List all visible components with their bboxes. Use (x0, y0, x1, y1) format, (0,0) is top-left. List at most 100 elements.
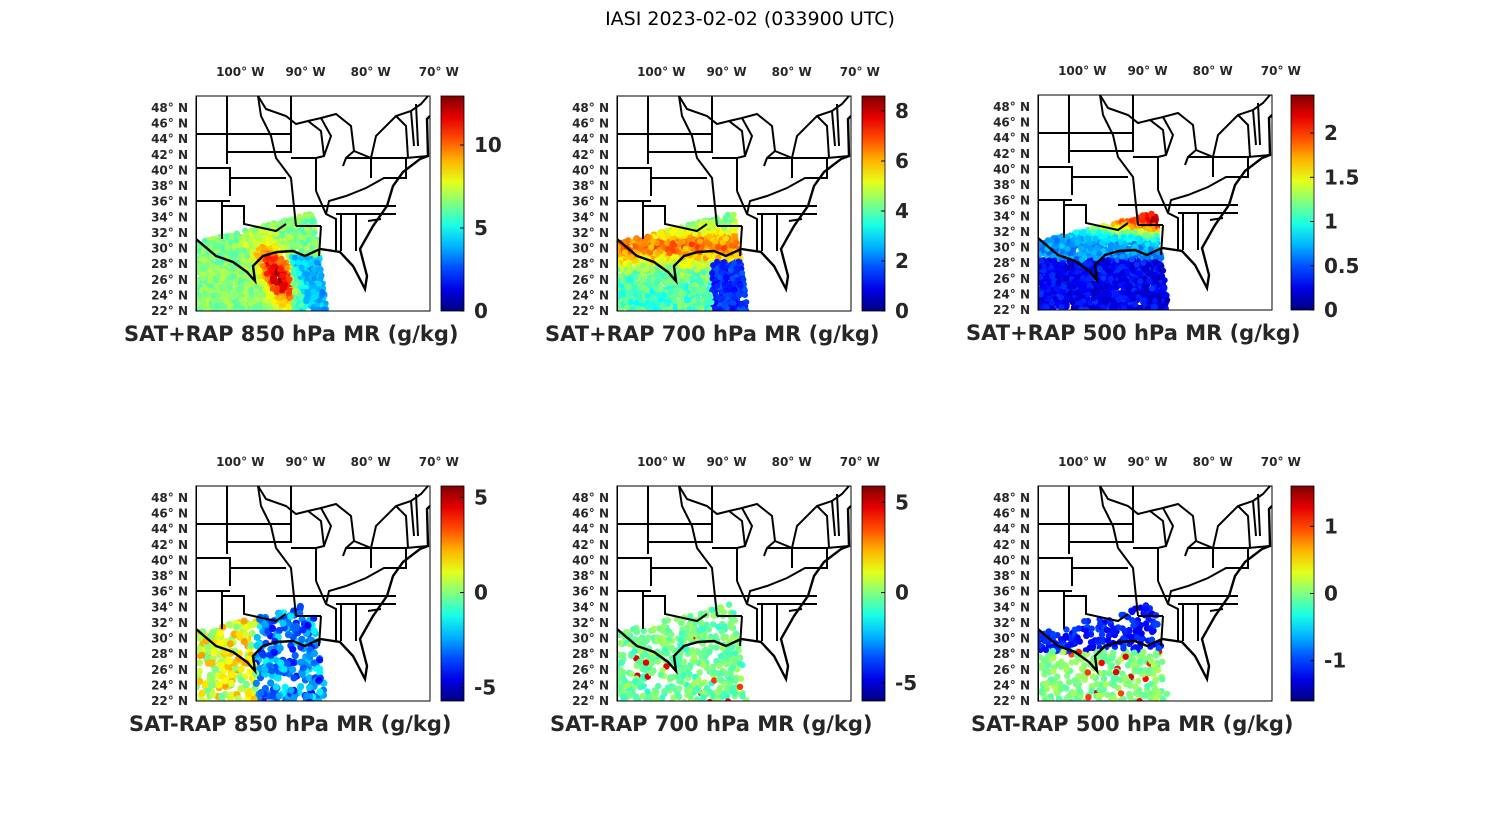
data-point (297, 280, 304, 287)
data-point (308, 212, 315, 219)
data-point (275, 240, 282, 247)
lat-tick-label: 24° N (151, 288, 188, 302)
data-point (203, 285, 210, 292)
data-point (652, 306, 659, 311)
data-point (248, 286, 255, 293)
data-point (688, 241, 695, 248)
data-point (270, 278, 277, 285)
data-point (273, 303, 279, 310)
panel-title: SAT+RAP 850 hPa MR (g/kg) (124, 322, 459, 346)
map-panel-2: 100° W 90° W 80° W 70° W48° N46° N44° N42° … (572, 65, 909, 323)
data-point (238, 283, 245, 289)
data-point (728, 242, 735, 249)
data-point (277, 307, 284, 311)
data-point (295, 259, 302, 266)
data-point (659, 302, 666, 309)
data-point (270, 298, 277, 305)
data-point (735, 258, 742, 265)
data-point (308, 218, 315, 225)
data-point (316, 297, 323, 304)
data-point (200, 247, 207, 254)
data-point (712, 238, 719, 245)
map-panel-3: 100° W 90° W 80° W 70° W48° N46° N44° N42° … (993, 64, 1359, 322)
data-point (318, 272, 325, 279)
data-point (293, 241, 300, 248)
data-point (687, 282, 694, 289)
data-point (657, 248, 664, 255)
data-point (291, 307, 297, 311)
lon-tick-label: 70° W (840, 65, 880, 79)
data-point (321, 306, 328, 311)
data-point (224, 277, 231, 283)
data-point (196, 278, 201, 284)
state-line (816, 115, 830, 159)
data-point (196, 291, 202, 298)
data-point (670, 247, 677, 254)
lat-tick-label: 40° N (151, 163, 188, 177)
state-line (415, 103, 419, 147)
data-point (281, 298, 288, 305)
data-point (231, 290, 238, 297)
data-point (196, 248, 202, 255)
data-point (314, 259, 320, 266)
data-point (668, 258, 675, 265)
lat-tick-label: 42° N (151, 148, 188, 162)
data-point (704, 299, 711, 306)
data-point (286, 220, 292, 227)
data-point (303, 298, 310, 305)
colorbar-tick-label: 6 (895, 149, 909, 173)
state-line (617, 167, 652, 196)
data-point (625, 283, 632, 290)
data-point (285, 290, 292, 297)
data-point (619, 288, 626, 295)
data-point (733, 277, 740, 284)
state-line (410, 110, 415, 147)
data-point (695, 255, 702, 262)
data-swath (1038, 210, 1171, 310)
lat-tick-label: 46° N (572, 117, 609, 131)
data-point (286, 276, 293, 283)
state-line (643, 205, 708, 233)
state-line (826, 155, 850, 159)
data-point (733, 239, 740, 246)
data-point (740, 276, 747, 283)
data-point (716, 306, 723, 311)
data-point (622, 249, 628, 256)
lat-tick-label: 30° N (572, 242, 609, 256)
data-point (196, 262, 202, 269)
data-point (228, 234, 235, 241)
data-point (256, 267, 263, 274)
data-point (617, 294, 622, 301)
data-point (733, 265, 740, 272)
data-point (619, 277, 626, 284)
data-point (248, 235, 255, 242)
data-point (710, 262, 717, 269)
data-point (734, 252, 740, 259)
lat-tick-label: 22° N (572, 304, 609, 318)
data-point (227, 283, 234, 290)
data-point (635, 305, 642, 311)
data-point (201, 257, 208, 263)
state-line (367, 218, 382, 222)
data-point (739, 270, 746, 276)
data-point (664, 301, 671, 308)
data-point (202, 291, 209, 298)
lat-tick-label: 22° N (151, 304, 188, 318)
data-point (214, 264, 221, 271)
data-point (206, 278, 213, 284)
data-point (639, 258, 646, 265)
data-point (737, 302, 744, 308)
data-point (706, 233, 713, 240)
data-point (627, 290, 634, 297)
data-point (292, 254, 298, 261)
data-point (701, 228, 708, 235)
panel-2: 100° W 90° W 80° W 70° W 48° N 46° N 44° N 42° … (541, 55, 1021, 359)
data-point (317, 266, 324, 273)
data-point (686, 236, 693, 243)
data-point (622, 260, 629, 267)
data-point (720, 264, 727, 271)
data-point (691, 286, 698, 293)
colorbar-tick-label: 8 (895, 99, 909, 123)
state-line (405, 155, 429, 159)
data-point (720, 259, 727, 266)
